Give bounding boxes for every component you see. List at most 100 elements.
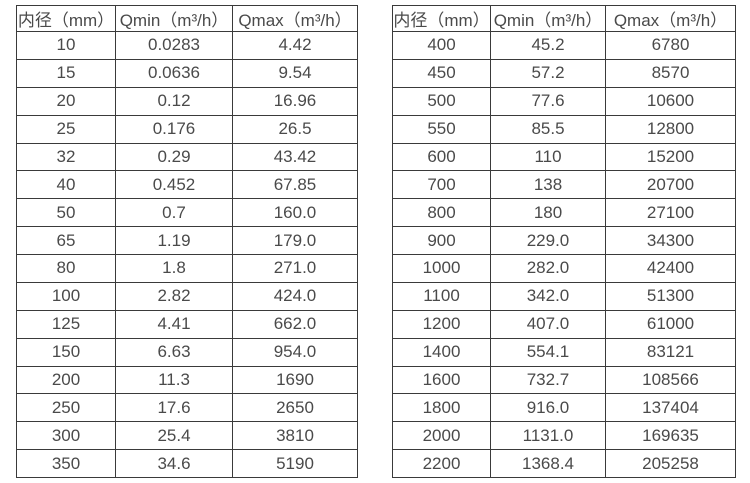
table-row: 400 45.2 6780 (392, 31, 736, 60)
table-cell: 43.42 (232, 142, 358, 172)
header-row: 内径（mm） Qmin（m³/h） Qmax（m³/h） (392, 5, 736, 32)
table-cell: 450 (392, 58, 491, 88)
table-row: 1600 732.7 108566 (392, 365, 736, 395)
table-cell: 108566 (605, 365, 736, 395)
table-row: 300 25.4 3810 (16, 421, 358, 451)
table-cell: 169635 (605, 421, 736, 451)
table-cell: 0.0283 (115, 31, 233, 60)
table-cell: 5190 (232, 449, 358, 478)
table-cell: 100 (16, 281, 116, 311)
table-cell: 17.6 (115, 393, 233, 423)
table-cell: 179.0 (232, 226, 358, 255)
table-cell: 67.85 (232, 170, 358, 200)
table-cell: 0.176 (115, 114, 233, 144)
table-cell: 2200 (392, 449, 491, 478)
table-cell: 0.7 (115, 198, 233, 228)
table-row: 1100 342.0 51300 (392, 281, 736, 311)
table-cell: 20 (16, 86, 116, 116)
table-row: 65 1.19 179.0 (16, 226, 358, 255)
table-cell: 2000 (392, 421, 491, 451)
table-cell: 6780 (605, 31, 736, 60)
table-cell: 1600 (392, 365, 491, 395)
table-cell: 34.6 (115, 449, 233, 478)
table-cell: 0.452 (115, 170, 233, 200)
table-cell: 12800 (605, 114, 736, 144)
table-cell: 3810 (232, 421, 358, 451)
table-cell: 51300 (605, 281, 736, 311)
header-qmax: Qmax（m³/h） (232, 5, 358, 32)
table-cell: 2.82 (115, 281, 233, 311)
table-cell: 900 (392, 226, 491, 255)
table-cell: 85.5 (490, 114, 606, 144)
table-cell: 400 (392, 31, 491, 60)
table-cell: 16.96 (232, 86, 358, 116)
table-cell: 1368.4 (490, 449, 606, 478)
table-cell: 57.2 (490, 58, 606, 88)
table-row: 2000 1131.0 169635 (392, 421, 736, 451)
table-cell: 80 (16, 254, 116, 283)
table-row: 350 34.6 5190 (16, 449, 358, 478)
table-cell: 1.8 (115, 254, 233, 283)
table-cell: 45.2 (490, 31, 606, 60)
table-cell: 4.41 (115, 309, 233, 339)
header-row: 内径（mm） Qmin（m³/h） Qmax（m³/h） (16, 5, 358, 32)
table-cell: 1800 (392, 393, 491, 423)
table-cell: 407.0 (490, 309, 606, 339)
table-cell: 125 (16, 309, 116, 339)
table-row: 125 4.41 662.0 (16, 309, 358, 339)
table-cell: 6.63 (115, 337, 233, 367)
table-cell: 65 (16, 226, 116, 255)
table-cell: 300 (16, 421, 116, 451)
table-cell: 160.0 (232, 198, 358, 228)
table-cell: 500 (392, 86, 491, 116)
table-cell: 83121 (605, 337, 736, 367)
table-cell: 1100 (392, 281, 491, 311)
header-inner-diameter: 内径（mm） (392, 5, 491, 32)
table-cell: 250 (16, 393, 116, 423)
table-row: 250 17.6 2650 (16, 393, 358, 423)
table-cell: 350 (16, 449, 116, 478)
table-cell: 10 (16, 31, 116, 60)
table-cell: 10600 (605, 86, 736, 116)
table-cell: 1000 (392, 254, 491, 283)
table-cell: 1400 (392, 337, 491, 367)
table-cell: 15200 (605, 142, 736, 172)
table-cell: 180 (490, 198, 606, 228)
table-cell: 9.54 (232, 58, 358, 88)
table-cell: 2650 (232, 393, 358, 423)
table-cell: 0.29 (115, 142, 233, 172)
table-cell: 61000 (605, 309, 736, 339)
table-cell: 229.0 (490, 226, 606, 255)
header-qmin: Qmin（m³/h） (115, 5, 233, 32)
table-row: 20 0.12 16.96 (16, 86, 358, 116)
table-row: 200 11.3 1690 (16, 365, 358, 395)
table-row: 900 229.0 34300 (392, 226, 736, 255)
table-cell: 271.0 (232, 254, 358, 283)
table-row: 100 2.82 424.0 (16, 281, 358, 311)
table-row: 1400 554.1 83121 (392, 337, 736, 367)
table-row: 15 0.0636 9.54 (16, 58, 358, 88)
table-cell: 8570 (605, 58, 736, 88)
table-cell: 0.12 (115, 86, 233, 116)
table-cell: 40 (16, 170, 116, 200)
table-cell: 342.0 (490, 281, 606, 311)
table-row: 1000 282.0 42400 (392, 254, 736, 283)
table-cell: 1690 (232, 365, 358, 395)
table-cell: 800 (392, 198, 491, 228)
table-row: 50 0.7 160.0 (16, 198, 358, 228)
flow-table-large-diameters: 内径（mm） Qmin（m³/h） Qmax（m³/h） 400 45.2 6780… (392, 5, 736, 478)
table-row: 150 6.63 954.0 (16, 337, 358, 367)
table-row: 500 77.6 10600 (392, 86, 736, 116)
table-cell: 25 (16, 114, 116, 144)
header-qmin: Qmin（m³/h） (490, 5, 606, 32)
table-cell: 282.0 (490, 254, 606, 283)
table-cell: 700 (392, 170, 491, 200)
table-cell: 27100 (605, 198, 736, 228)
table-cell: 4.42 (232, 31, 358, 60)
table-row: 700 138 20700 (392, 170, 736, 200)
table-cell: 32 (16, 142, 116, 172)
table-cell: 77.6 (490, 86, 606, 116)
table-row: 80 1.8 271.0 (16, 254, 358, 283)
table-cell: 200 (16, 365, 116, 395)
